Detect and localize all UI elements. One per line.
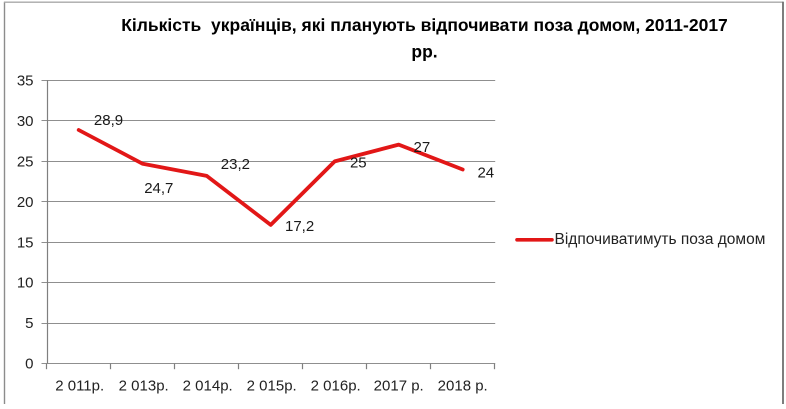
svg-text:2 015р.: 2 015р.	[247, 377, 297, 394]
svg-text:5: 5	[25, 315, 33, 332]
svg-text:24: 24	[477, 165, 494, 182]
svg-text:2 011р.: 2 011р.	[55, 377, 104, 394]
svg-text:23,2: 23,2	[221, 156, 250, 173]
svg-text:Відпочиватимуть поза домом: Відпочиватимуть поза домом	[555, 231, 766, 248]
svg-text:30: 30	[17, 113, 34, 130]
svg-text:24,7: 24,7	[144, 180, 173, 197]
svg-text:25: 25	[350, 155, 367, 172]
svg-text:17,2: 17,2	[285, 218, 314, 235]
svg-text:2017 р.: 2017 р.	[374, 377, 424, 394]
svg-text:15: 15	[17, 234, 34, 251]
svg-text:10: 10	[17, 275, 34, 292]
svg-text:35: 35	[17, 73, 34, 90]
svg-text:2 016р.: 2 016р.	[311, 377, 361, 394]
svg-text:2018 р.: 2018 р.	[438, 377, 488, 394]
svg-text:2 014р.: 2 014р.	[183, 377, 233, 394]
svg-text:27: 27	[414, 139, 431, 156]
svg-text:0: 0	[25, 356, 33, 373]
svg-text:28,9: 28,9	[94, 112, 123, 129]
svg-text:2 013р.: 2 013р.	[119, 377, 169, 394]
svg-text:рр.: рр.	[411, 41, 437, 61]
svg-text:Кількість українців, які план: Кількість українців, які планують відпоч…	[121, 15, 728, 35]
svg-text:25: 25	[17, 154, 34, 171]
svg-text:20: 20	[17, 194, 34, 211]
